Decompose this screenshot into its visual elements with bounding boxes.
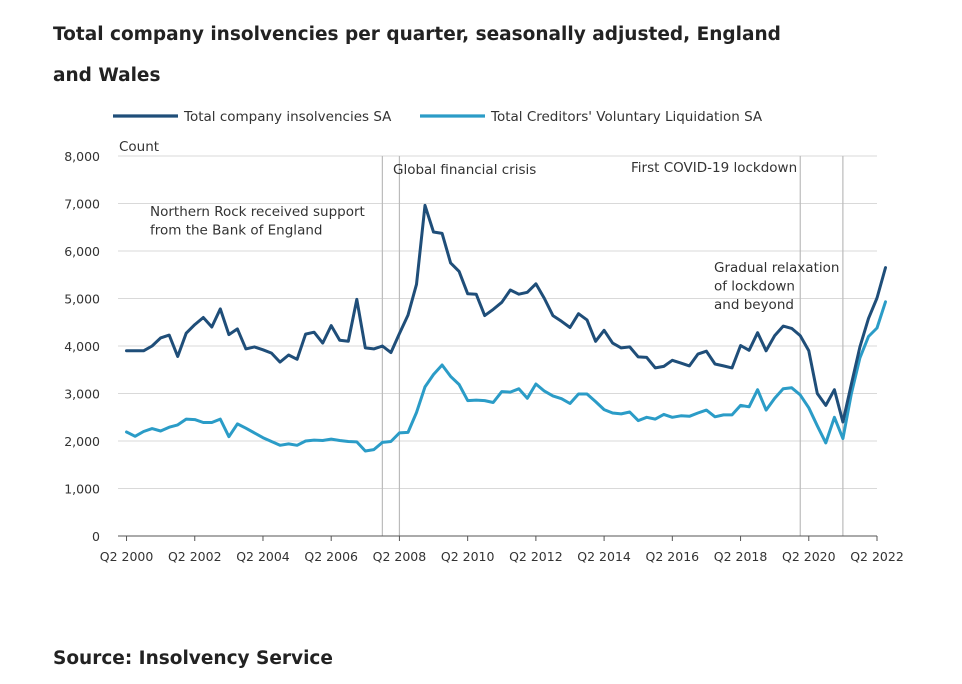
x-tick-label: Q2 2022 xyxy=(850,549,904,564)
series-lines xyxy=(125,203,887,453)
gridlines xyxy=(118,155,877,489)
x-tick-label: Q2 2018 xyxy=(714,549,768,564)
y-tick-label: 2,000 xyxy=(64,434,100,449)
legend-label-total: Total company insolvencies SA xyxy=(183,109,392,125)
annotation-label: Global financial crisis xyxy=(393,162,536,178)
x-tick-label: Q2 2000 xyxy=(100,549,154,564)
y-tick-label: 7,000 xyxy=(64,197,100,212)
annotation-labels: Northern Rock received support from the B… xyxy=(150,160,839,313)
y-tick-label: 6,000 xyxy=(64,244,100,259)
series-line-total xyxy=(125,203,887,424)
x-tick-labels: Q2 2000 Q2 2002 Q2 2004 Q2 2006 Q2 2008 Q2 20… xyxy=(100,536,904,564)
x-tick-label: Q2 2016 xyxy=(646,549,700,564)
y-tick-label: 5,000 xyxy=(64,292,100,307)
source-note: Source: Insolvency Service xyxy=(53,648,333,669)
x-tick-label: Q2 2014 xyxy=(577,549,631,564)
x-tick-label: Q2 2012 xyxy=(509,549,563,564)
y-tick-label: 8,000 xyxy=(64,149,100,164)
x-tick-label: Q2 2010 xyxy=(441,549,495,564)
y-tick-label: 3,000 xyxy=(64,387,100,402)
y-tick-label: 0 xyxy=(92,529,100,544)
x-tick-label: Q2 2004 xyxy=(236,549,290,564)
annotation-label-line: and beyond xyxy=(714,297,794,313)
annotation-label-line: First COVID-19 lockdown xyxy=(631,160,797,176)
annotation-label-line: Gradual relaxation xyxy=(714,260,839,276)
annotation-label-line: Global financial crisis xyxy=(393,162,536,178)
chart-title: Total company insolvencies per quarter, … xyxy=(53,24,781,86)
annotation-label-line: Northern Rock received support xyxy=(150,204,365,220)
x-tick-label: Q2 2002 xyxy=(168,549,222,564)
y-tick-labels: 0 1,000 2,000 3,000 4,000 5,000 6,000 7,000 8,00… xyxy=(64,149,100,544)
annotation-label-line: from the Bank of England xyxy=(150,223,322,239)
annotation-label: First COVID-19 lockdown xyxy=(631,160,797,176)
x-tick-label: Q2 2006 xyxy=(304,549,358,564)
legend-label-cvl: Total Creditors' Voluntary Liquidation S… xyxy=(490,109,763,125)
series-line-cvl xyxy=(125,300,887,453)
y-axis-label: Count xyxy=(119,139,159,155)
legend: Total company insolvencies SA Total Cred… xyxy=(113,109,763,125)
y-tick-label: 4,000 xyxy=(64,339,100,354)
annotation-label: Gradual relaxation of lockdown and beyond xyxy=(714,260,839,313)
annotation-label: Northern Rock received support from the B… xyxy=(150,204,365,239)
annotation-label-line: of lockdown xyxy=(714,279,795,295)
x-tick-label: Q2 2008 xyxy=(373,549,427,564)
y-tick-label: 1,000 xyxy=(64,482,100,497)
x-tick-label: Q2 2020 xyxy=(782,549,836,564)
